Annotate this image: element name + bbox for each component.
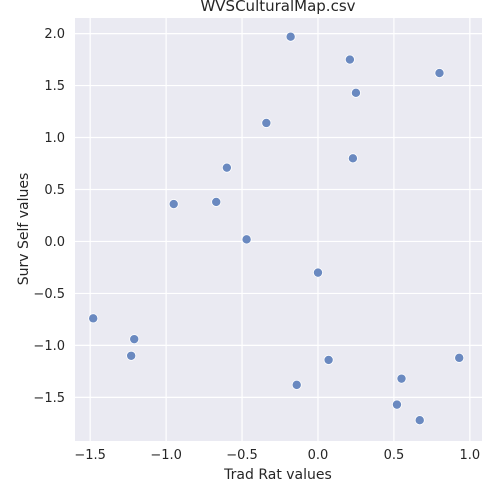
x-tick-labels: −1.5 −1.0 −0.5 0.0 0.5 1.0: [74, 448, 480, 463]
x-tick-label: −0.5: [226, 448, 258, 463]
y-tick-label: −1.0: [33, 339, 65, 354]
y-tick-label: 0.5: [44, 183, 65, 198]
data-point: [241, 234, 252, 245]
data-point: [434, 68, 445, 79]
data-point: [347, 153, 358, 164]
plot-area: [75, 18, 482, 441]
y-tick-label: 0.0: [44, 235, 65, 250]
data-point: [261, 117, 272, 128]
data-points: [88, 31, 465, 426]
y-tick-labels: −1.5 −1.0 −0.5 0.0 0.5 1.0 1.5 2.0: [33, 27, 65, 406]
data-point: [344, 54, 355, 65]
x-tick-label: −1.5: [74, 448, 106, 463]
data-point: [350, 87, 361, 98]
data-point: [285, 31, 296, 42]
data-point: [168, 199, 179, 210]
x-tick-label: 1.0: [460, 448, 481, 463]
data-point: [323, 354, 334, 365]
data-point: [414, 415, 425, 426]
data-point: [391, 399, 402, 410]
x-tick-label: −1.0: [150, 448, 182, 463]
y-tick-label: 2.0: [44, 27, 65, 42]
data-point: [291, 379, 302, 390]
data-point: [221, 162, 232, 173]
data-point: [211, 196, 222, 207]
y-axis-label: Surv Self values: [16, 173, 32, 286]
data-point: [396, 373, 407, 384]
x-tick-label: 0.0: [308, 448, 329, 463]
grid: [75, 18, 482, 441]
x-axis-label: Trad Rat values: [223, 467, 332, 483]
y-tick-label: −1.5: [33, 391, 65, 406]
x-tick-label: 0.5: [384, 448, 405, 463]
data-point: [88, 313, 99, 324]
data-point: [129, 334, 140, 345]
y-tick-label: 1.5: [44, 79, 65, 94]
y-tick-label: 1.0: [44, 131, 65, 146]
data-point: [312, 267, 323, 278]
data-point: [126, 350, 137, 361]
chart-title: WVSCulturalMap.csv: [200, 0, 355, 15]
data-point: [454, 352, 465, 363]
y-tick-label: −0.5: [33, 287, 65, 302]
